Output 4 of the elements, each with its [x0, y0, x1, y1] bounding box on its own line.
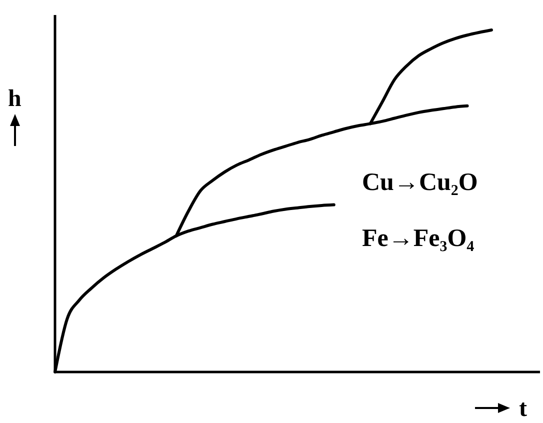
annotation: Cu→Cu₂O: [362, 169, 478, 196]
y-axis-title: h: [8, 86, 22, 112]
x-axis-title: t: [519, 396, 527, 422]
annotation: Fe→Fe₃O₄: [362, 225, 475, 252]
